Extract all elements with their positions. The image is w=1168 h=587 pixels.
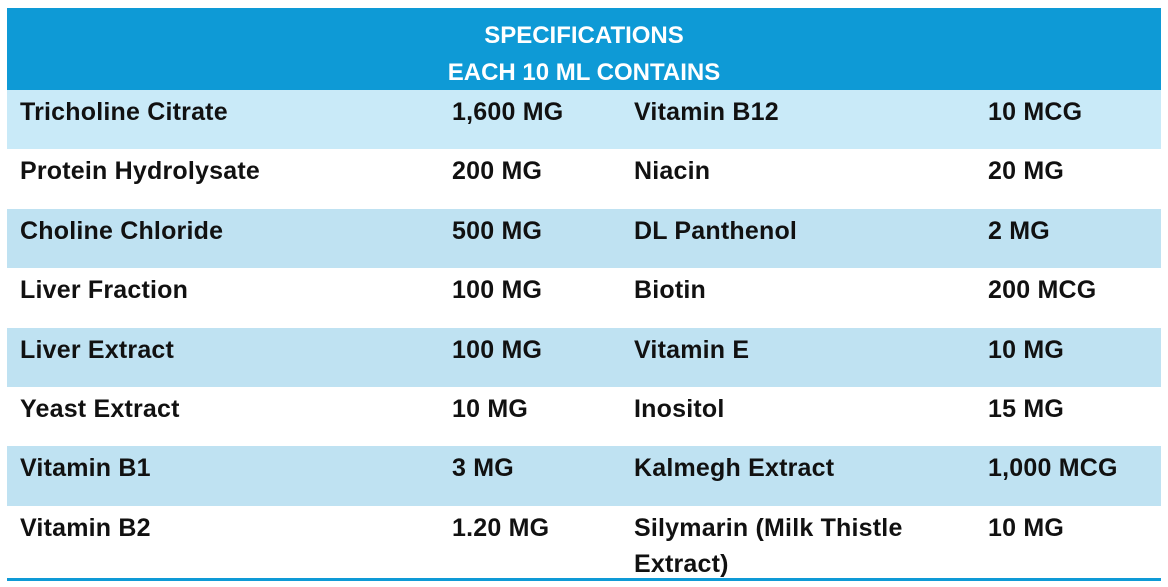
ingredient-name: Kalmegh Extract [634, 454, 835, 483]
ingredient-amount: 200 MCG [988, 276, 1097, 305]
ingredient-name: Inositol [634, 394, 725, 423]
ingredient-name: Liver Extract [20, 335, 175, 364]
table-row: Protein Hydrolysate 200 MG Niacin 20 MG [7, 149, 1161, 209]
ingredient-amount: 200 MG [452, 157, 543, 186]
ingredient-amount: 10 MG [988, 335, 1065, 364]
table-row: Tricholine Citrate 1,600 MG Vitamin B12 … [7, 90, 1161, 150]
ingredient-name: Biotin [634, 276, 707, 305]
ingredient-name: Yeast Extract [20, 394, 180, 423]
ingredient-amount: 3 MG [452, 454, 514, 483]
table-row: Vitamin B1 3 MG Kalmegh Extract 1,000 MC… [7, 446, 1161, 506]
specifications-table: SPECIFICATIONS EACH 10 ML CONTAINS Trich… [7, 8, 1161, 581]
table-row: Yeast Extract 10 MG Inositol 15 MG [7, 386, 1161, 447]
ingredient-amount: 2 MG [988, 216, 1050, 245]
table-row: Liver Fraction 100 MG Biotin 200 MCG [7, 268, 1161, 328]
ingredient-name: Silymarin (Milk Thistle Extract) [634, 513, 903, 578]
ingredient-amount: 1.20 MG [452, 513, 550, 542]
ingredient-name: Vitamin B2 [20, 513, 151, 542]
ingredient-name: Vitamin B1 [20, 454, 151, 483]
ingredient-amount: 1,600 MG [452, 98, 564, 126]
table-row: Choline Chloride 500 MG DL Panthenol 2 M… [7, 208, 1161, 269]
ingredient-amount: 20 MG [988, 157, 1065, 186]
header-title: SPECIFICATIONS [484, 22, 684, 49]
header-subtitle: EACH 10 ML CONTAINS [447, 59, 721, 86]
table-row: Liver Extract 100 MG Vitamin E 10 MG [7, 327, 1161, 387]
ingredient-amount: 100 MG [452, 335, 543, 364]
ingredient-name: DL Panthenol [634, 216, 798, 245]
ingredient-name: Vitamin B12 [634, 98, 779, 126]
ingredient-amount: 100 MG [452, 276, 543, 305]
ingredient-name: Protein Hydrolysate [20, 157, 260, 186]
ingredient-amount: 10 MG [988, 513, 1065, 542]
ingredient-name: Vitamin E [634, 335, 750, 364]
ingredient-amount: 500 MG [452, 216, 543, 245]
ingredient-name: Niacin [634, 157, 711, 186]
ingredient-amount: 10 MG [452, 394, 529, 423]
ingredient-amount: 10 MCG [988, 98, 1083, 126]
ingredient-name: Tricholine Citrate [20, 98, 228, 126]
ingredient-amount: 1,000 MCG [988, 454, 1118, 483]
table-header: SPECIFICATIONS EACH 10 ML CONTAINS [7, 11, 1161, 90]
ingredient-name: Liver Fraction [20, 276, 189, 305]
ingredient-amount: 15 MG [988, 394, 1065, 423]
table-row: Vitamin B2 1.20 MG Silymarin (Milk Thist… [7, 505, 1161, 578]
ingredient-name: Choline Chloride [20, 216, 224, 245]
